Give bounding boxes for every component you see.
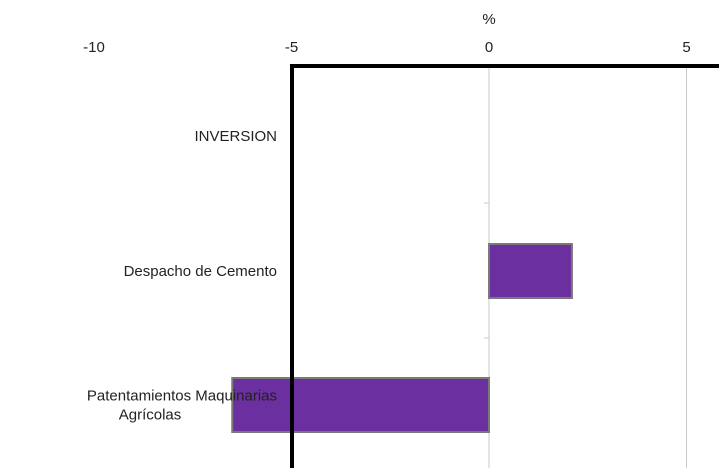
bars — [231, 243, 573, 433]
category-label: Agrícolas — [119, 407, 182, 424]
x-tick-label: 5 — [682, 39, 690, 56]
x-tick-label: -5 — [285, 39, 298, 56]
axis-ticks — [484, 202, 489, 339]
labels: -10-50510INVERSIONDespacho de CementoPat… — [83, 39, 691, 424]
axis-unit-label: % — [482, 11, 495, 28]
bar — [488, 243, 573, 299]
bar — [231, 377, 490, 433]
x-tick-label: 0 — [485, 39, 493, 56]
category-label: Despacho de Cemento — [124, 263, 277, 280]
x-tick-label: -10 — [83, 39, 105, 56]
category-label: INVERSION — [194, 128, 277, 145]
category-label: Patentamientos Maquinarias — [87, 388, 277, 405]
axes — [290, 64, 719, 468]
